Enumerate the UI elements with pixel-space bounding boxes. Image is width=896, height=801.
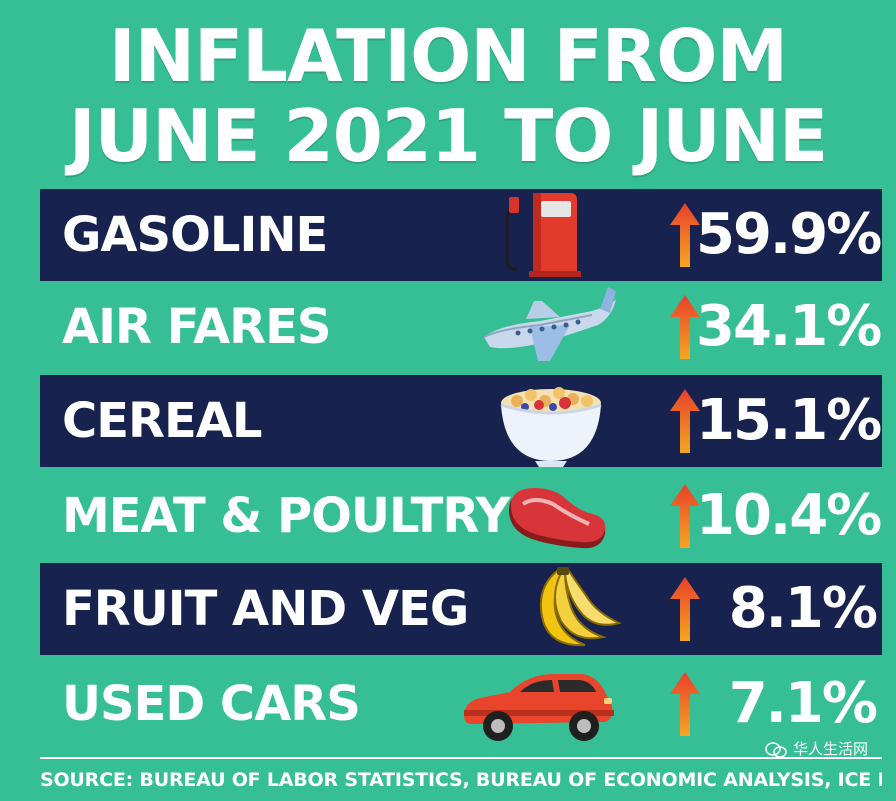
watermark-text: 华人生活网 xyxy=(792,740,868,758)
row-value: 34.1% xyxy=(696,294,882,359)
up-arrow-icon xyxy=(670,295,700,359)
row-label: USED CARS xyxy=(62,676,361,732)
row-label: MEAT & POULTRY xyxy=(62,488,510,544)
up-arrow-icon xyxy=(670,203,700,267)
row-label: GASOLINE xyxy=(62,207,328,263)
table-row-air-fares: AIR FARES 34.1% xyxy=(40,281,882,373)
up-arrow-icon xyxy=(670,672,700,736)
airplane-icon xyxy=(480,281,616,373)
up-arrow-icon xyxy=(670,577,700,641)
row-value: 8.1% xyxy=(728,576,878,641)
table-row-cereal: CEREAL 15.1% xyxy=(40,375,882,467)
row-label: CEREAL xyxy=(62,393,262,449)
row-value: 59.9% xyxy=(696,202,882,267)
table-row-fruit-and-veg: FRUIT AND VEG 8.1% xyxy=(40,563,882,655)
row-value: 15.1% xyxy=(696,388,882,453)
watermark: 华人生活网 xyxy=(765,738,868,760)
chart-title-line-1: INFLATION FROM xyxy=(108,14,788,98)
table-row-gasoline: GASOLINE 59.9% xyxy=(40,189,882,281)
row-label: FRUIT AND VEG xyxy=(62,581,469,637)
row-value: 7.1% xyxy=(728,671,878,736)
divider xyxy=(40,757,882,759)
row-label: AIR FARES xyxy=(62,299,331,355)
source-note: SOURCE: BUREAU OF LABOR STATISTICS, BURE… xyxy=(40,769,882,791)
up-arrow-icon xyxy=(670,389,700,453)
up-arrow-icon xyxy=(670,484,700,548)
chat-bubble-icon xyxy=(765,741,787,758)
row-value: 10.4% xyxy=(696,483,882,548)
table-row-meat-poultry: MEAT & POULTRY 10.4% xyxy=(40,470,882,562)
steak-icon xyxy=(495,470,625,562)
banana-icon xyxy=(495,563,625,655)
table-row-used-cars: USED CARS 7.1% xyxy=(40,658,882,750)
car-icon xyxy=(458,658,618,750)
cereal-bowl-icon xyxy=(495,375,625,467)
gas-pump-icon xyxy=(495,189,625,281)
